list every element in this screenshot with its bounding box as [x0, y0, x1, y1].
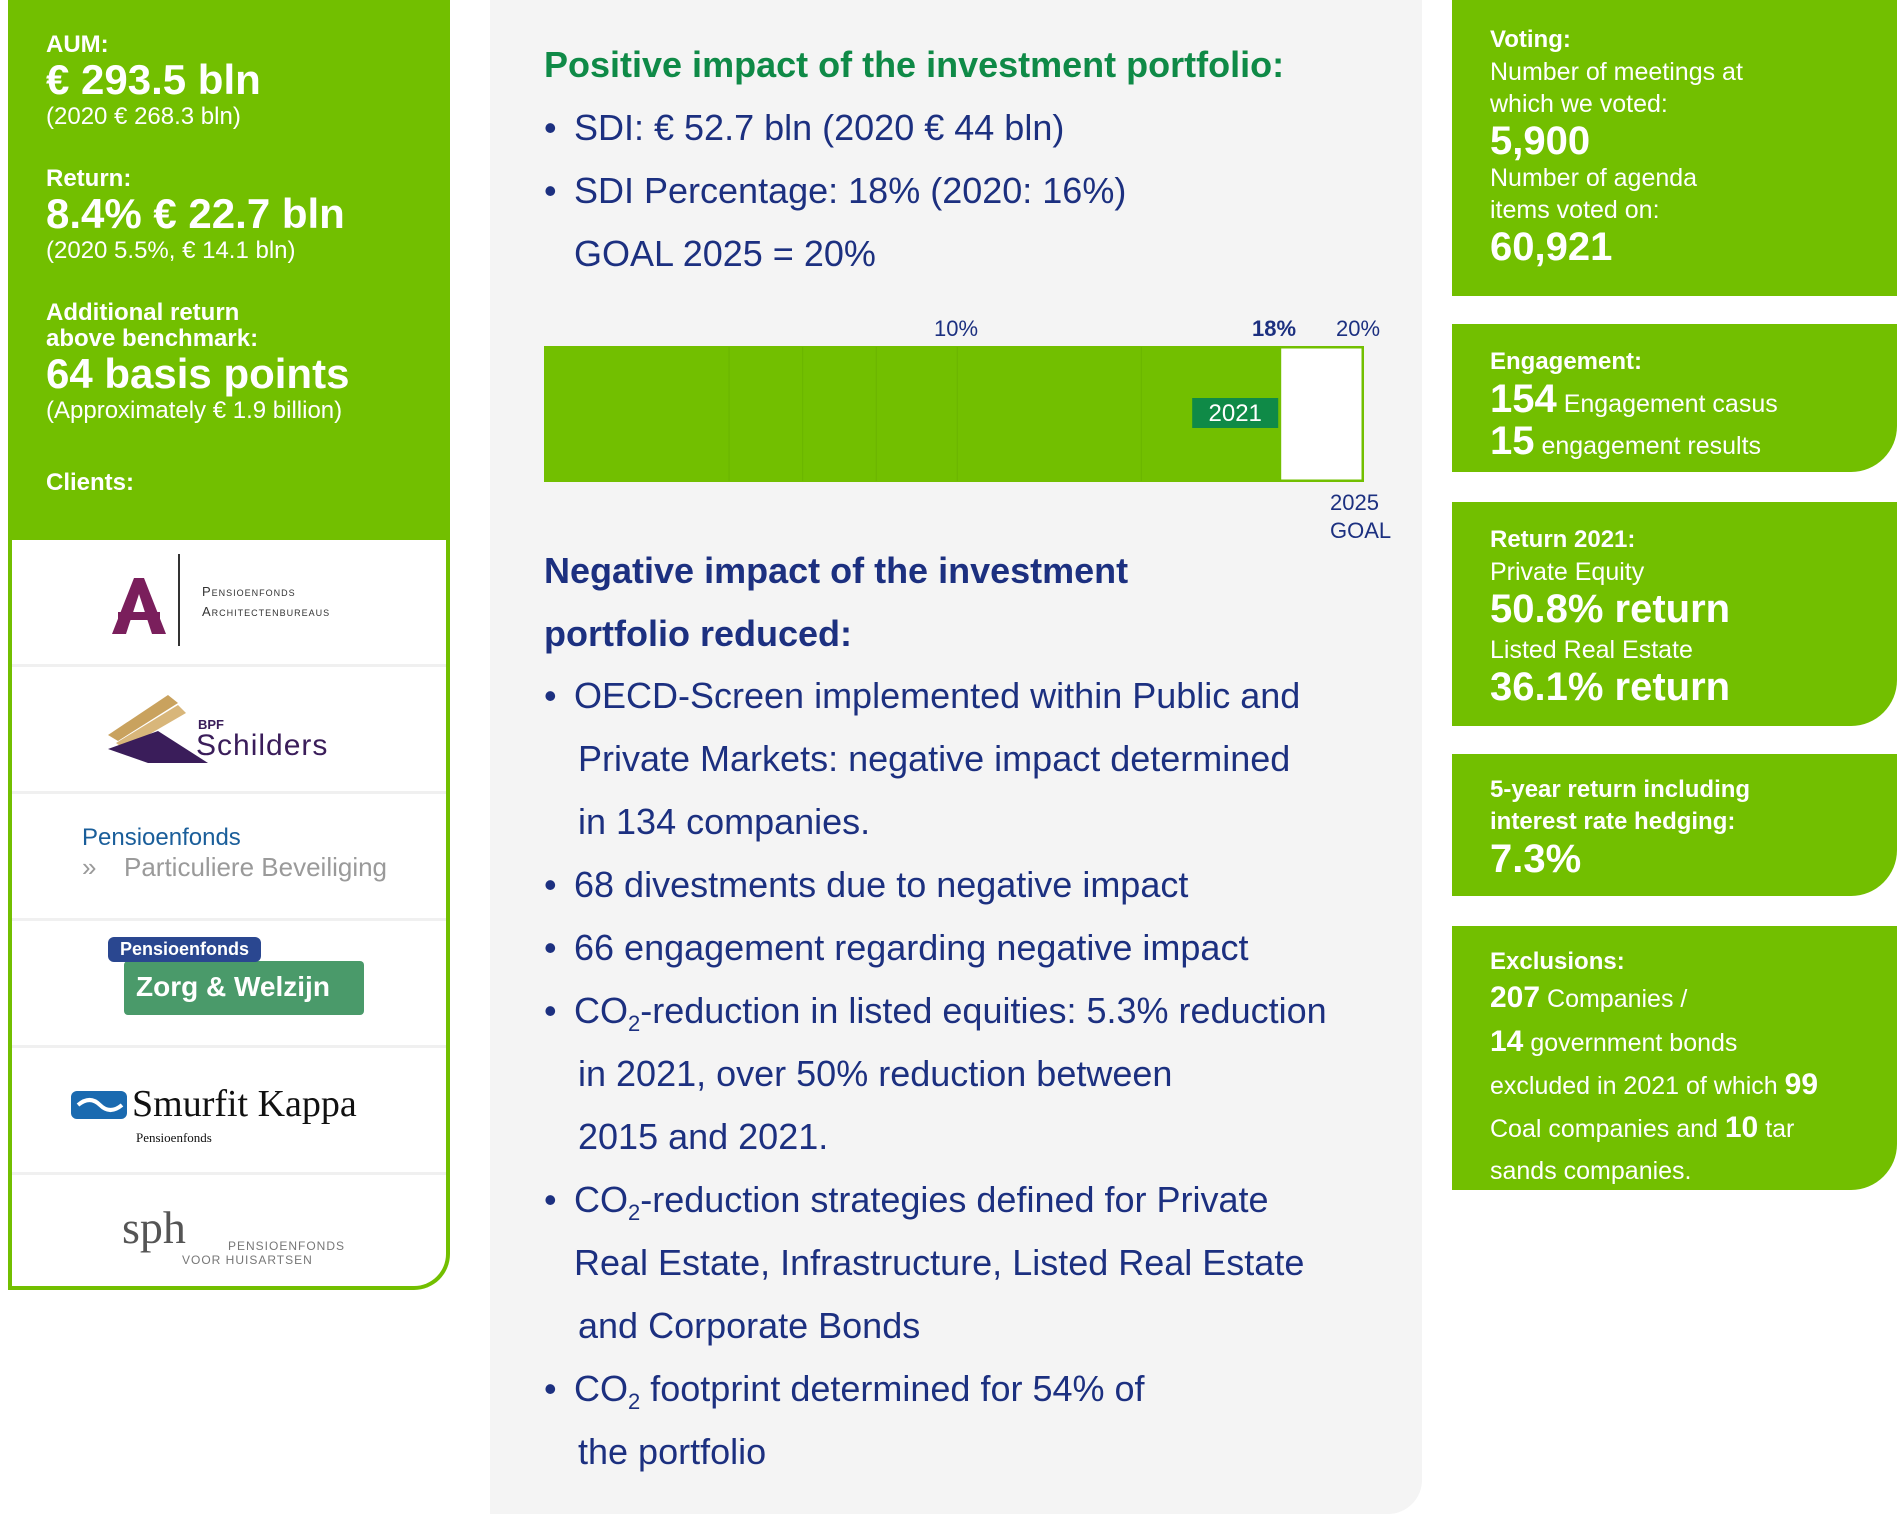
additional-value: 64 basis points [46, 350, 350, 397]
return-block: Return: 8.4% € 22.7 bln (2020 5.5%, € 14… [46, 166, 446, 266]
five-year-label-2: interest rate hedging: [1490, 808, 1736, 835]
chart-tick-18: 18% [1252, 316, 1297, 341]
logo-sph: sph PENSIOENFONDS VOOR HUISARTSEN [12, 1175, 446, 1286]
negative-bullet-6-line-1: • CO2 footprint determined for 54% of [544, 1368, 1145, 1415]
return-2021-card: Return 2021: Private Equity 50.8% return… [1452, 502, 1897, 726]
engagement-label: Engagement: [1490, 348, 1643, 375]
negative-bullet-3: • 66 engagement regarding negative impact [544, 927, 1249, 968]
additional-label-2: above benchmark: [46, 325, 259, 352]
logo-zorg-welzijn: Pensioenfonds Zorg & Welzijn [12, 921, 446, 1048]
schilders-name: Schilders [196, 729, 329, 762]
negative-bullet-1-line-1: • OECD-Screen implemented within Public a… [544, 675, 1301, 716]
negative-bullet-1-line-2: Private Markets: negative impact determi… [578, 738, 1291, 779]
listed-real-estate-label: Listed Real Estate [1490, 636, 1693, 664]
engagement-card: Engagement: 154 Engagement casus 15 enga… [1452, 324, 1897, 472]
logo-smurfit-kappa: Smurfit Kappa Pensioenfonds [12, 1048, 446, 1175]
five-year-value: 7.3% [1490, 837, 1582, 881]
voting-label: Voting: [1490, 26, 1571, 53]
return-value: 8.4% € 22.7 bln [46, 190, 345, 237]
smurfit-kappa-icon [71, 1091, 127, 1119]
beveiliging-name-1: Pensioenfonds [82, 824, 241, 851]
bar-year-tag [1192, 398, 1279, 428]
chart-tick-10: 10% [934, 316, 979, 341]
architect-name-1: Pensioenfonds [202, 584, 296, 599]
sdi-2021-bar [545, 347, 1282, 481]
chart-goal-label-2: GOAL [1330, 518, 1392, 543]
impact-panel: Positive impact of the investment portfo… [490, 0, 1422, 1514]
aum-value: € 293.5 bln [46, 56, 261, 103]
return-label: Return: [46, 165, 132, 192]
private-equity-label: Private Equity [1490, 558, 1645, 586]
chart-goal-label-1: 2025 [1330, 490, 1379, 515]
negative-bullet-1-line-3: in 134 companies. [578, 801, 871, 842]
negative-bullet-5-line-2: Real Estate, Infrastructure, Listed Real… [574, 1242, 1305, 1283]
aum-prev: (2020 € 268.3 bln) [46, 103, 241, 130]
chart-tick-20: 20% [1336, 316, 1381, 341]
sph-sub-2: VOOR HUISARTSEN [182, 1253, 313, 1267]
exclusions-line-5: sands companies. [1490, 1157, 1692, 1185]
clients-label: Clients: [46, 469, 135, 496]
zorg-bg [124, 961, 364, 1015]
exclusions-line-3: excluded in 2021 of which 99 [1490, 1068, 1819, 1101]
negative-bullet-5-line-3: and Corporate Bonds [578, 1305, 921, 1346]
voting-text-1: Number of meetings at [1490, 58, 1743, 86]
engagement-line-1: 154 Engagement casus [1490, 377, 1778, 421]
negative-bullet-4-line-3: 2015 and 2021. [578, 1116, 829, 1157]
negative-bullet-5-line-1: • CO2-reduction strategies defined for Pr… [544, 1179, 1269, 1226]
additional-label-1: Additional return [46, 299, 240, 326]
exclusions-line-4: Coal companies and 10 tar [1490, 1111, 1795, 1144]
sdi-progress-chart: 2021 [544, 346, 1364, 482]
voting-items-value: 60,921 [1490, 225, 1613, 269]
return-2021-label: Return 2021: [1490, 526, 1636, 553]
schilders-bpf: BPF [198, 717, 224, 732]
negative-bullet-2: • 68 divestments due to negative impact [544, 864, 1189, 905]
negative-bullet-4-line-2: in 2021, over 50% reduction between [578, 1053, 1173, 1094]
logo-architectenbureaus: Pensioenfonds Architectenbureaus [12, 540, 446, 667]
voting-text-3: Number of agenda [1490, 164, 1698, 192]
exclusions-line-1: 207 Companies / [1490, 981, 1688, 1014]
aum-block: AUM: € 293.5 bln (2020 € 268.3 bln) [46, 32, 446, 132]
aum-label: AUM: [46, 31, 109, 58]
exclusions-label: Exclusions: [1490, 948, 1625, 975]
schilders-stripes-icon [108, 695, 208, 763]
negative-bullet-6-line-2: the portfolio [578, 1431, 767, 1472]
beveiliging-name-2: Particuliere Beveiliging [124, 852, 388, 882]
bar-year-label: 2021 [1209, 400, 1262, 427]
zorg-name-2: Zorg & Welzijn [136, 971, 330, 1002]
voting-card: Voting: Number of meetings at which we v… [1452, 0, 1897, 296]
positive-bullet-1: • SDI: € 52.7 bln (2020 € 44 bln) [544, 107, 1065, 148]
five-year-label-1: 5-year return including [1490, 776, 1751, 803]
left-kpi-panel: AUM: € 293.5 bln (2020 € 268.3 bln) Retu… [12, 0, 446, 540]
positive-bullet-3: GOAL 2025 = 20% [574, 233, 876, 274]
sph-name: sph [122, 1202, 186, 1253]
sph-sub-1: PENSIOENFONDS [228, 1239, 346, 1253]
left-summary-card: AUM: € 293.5 bln (2020 € 268.3 bln) Retu… [8, 0, 450, 1290]
return-prev: (2020 5.5%, € 14.1 bln) [46, 237, 296, 264]
positive-bullet-2: • SDI Percentage: 18% (2020: 16%) [544, 170, 1127, 211]
negative-impact-heading-1: Negative impact of the investment [544, 550, 1129, 591]
architect-name-2: Architectenbureaus [202, 604, 331, 619]
private-equity-value: 50.8% return [1490, 587, 1731, 631]
five-year-return-card: 5-year return including interest rate he… [1452, 754, 1897, 896]
additional-sub: (Approximately € 1.9 billion) [46, 397, 343, 424]
zorg-name-1: Pensioenfonds [108, 937, 262, 962]
voting-text-2: which we voted: [1490, 90, 1668, 118]
exclusions-card: Exclusions: 207 Companies / 14 governmen… [1452, 926, 1897, 1190]
negative-impact-heading-2: portfolio reduced: [544, 613, 852, 654]
voting-text-4: items voted on: [1490, 196, 1660, 224]
logo-particuliere-beveiliging: Pensioenfonds » Particuliere Beveiliging [12, 794, 446, 921]
engagement-line-2: 15 engagement results [1490, 419, 1762, 463]
positive-impact-heading: Positive impact of the investment portfo… [544, 44, 1285, 85]
logo-bpf-schilders: BPF Schilders [12, 667, 446, 794]
architect-a-icon [112, 578, 166, 634]
smurfit-kappa-name: Smurfit Kappa [132, 1083, 357, 1125]
exclusions-line-2: 14 government bonds [1490, 1025, 1738, 1058]
listed-real-estate-value: 36.1% return [1490, 665, 1731, 709]
additional-return-block: Additional return above benchmark: 64 ba… [46, 300, 446, 426]
voting-meetings-value: 5,900 [1490, 119, 1591, 163]
smurfit-kappa-sub: Pensioenfonds [136, 1130, 212, 1145]
beveiliging-chevrons-icon: » [82, 852, 97, 882]
negative-bullet-4-line-1: • CO2-reduction in listed equities: 5.3% … [544, 990, 1327, 1037]
